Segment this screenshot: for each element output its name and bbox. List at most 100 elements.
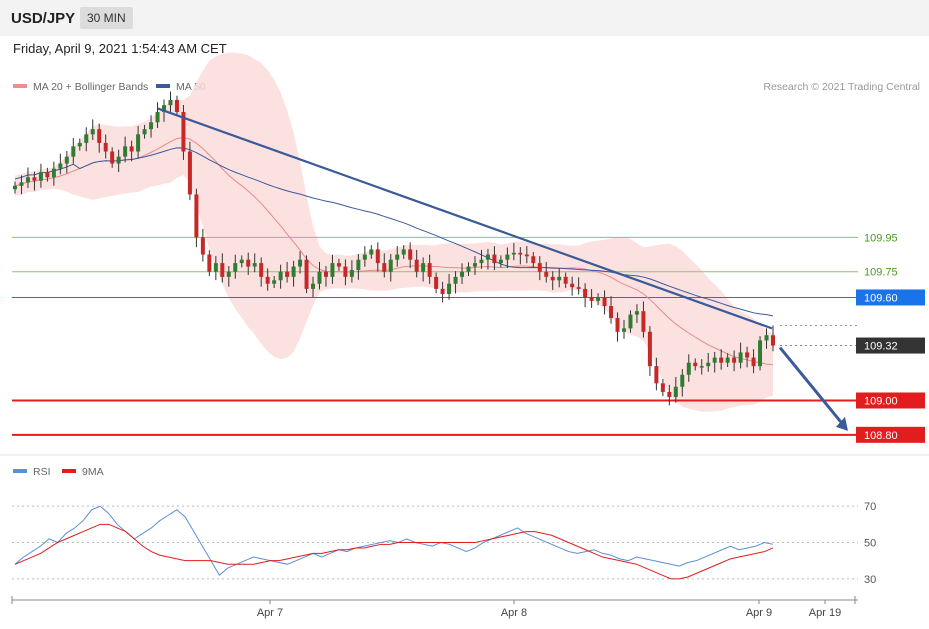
candle-body [110, 151, 115, 164]
candle-body [557, 276, 562, 281]
candle-body [421, 263, 426, 272]
candle-body [388, 259, 393, 272]
candle-body [291, 266, 296, 277]
rsi-tick-label: 50 [864, 538, 876, 550]
candles-group [13, 91, 775, 406]
candle-body [45, 172, 50, 178]
candle-body [259, 263, 264, 277]
legend-swatch [156, 84, 170, 88]
candle-body [285, 271, 290, 277]
candle-body [440, 288, 445, 295]
candle-body [751, 357, 756, 367]
candle-body [583, 288, 588, 298]
rsi-legend-label: RSI [33, 466, 51, 478]
candle-body [511, 252, 516, 255]
candle-body [434, 276, 439, 289]
candle-body [330, 263, 335, 277]
level-label: 109.95 [864, 232, 898, 244]
level-label-box [856, 426, 925, 443]
candle-body [123, 146, 128, 157]
level-label: 108.80 [864, 430, 898, 442]
level-label-box [856, 392, 925, 409]
candle-body [356, 259, 361, 270]
candle-body [149, 122, 154, 130]
candle-body [602, 297, 607, 307]
forecast-arrow-head [836, 416, 848, 431]
candle-body [745, 352, 750, 358]
candle-body [323, 271, 328, 277]
candle-body [382, 263, 387, 272]
candle-body [317, 271, 322, 284]
candle-body [58, 163, 63, 169]
candle-body [414, 259, 419, 272]
candle-body [485, 254, 490, 260]
candle-body [304, 259, 309, 289]
candle-body [349, 269, 354, 277]
candle-body [168, 100, 173, 106]
symbol-title: USD/JPY [11, 10, 76, 27]
candle-body [660, 383, 665, 392]
candle-body [272, 280, 277, 284]
candle-body [25, 177, 30, 183]
candle-body [32, 177, 37, 181]
candle-body [207, 254, 212, 272]
candle-body [498, 259, 503, 264]
candle-body [447, 283, 452, 295]
rsi-tick-label: 70 [864, 501, 876, 513]
candle-body [466, 266, 471, 272]
rsi-legend-swatch [62, 469, 76, 473]
candle-body [200, 237, 205, 255]
candle-body [615, 318, 620, 332]
candle-body [97, 129, 102, 143]
candle-body [103, 142, 108, 152]
candle-body [246, 259, 251, 267]
bollinger-band [15, 52, 773, 412]
level-label: 109.00 [864, 395, 898, 407]
timeframe-button[interactable]: 30 MIN [80, 7, 133, 29]
level-label: 109.60 [864, 292, 898, 304]
candle-body [395, 254, 400, 260]
candle-body [77, 142, 82, 147]
candle-body [174, 100, 179, 113]
candle-body [472, 263, 477, 267]
header-bar: USD/JPY 30 MIN [0, 0, 929, 36]
candle-body [162, 105, 167, 113]
candle-body [732, 357, 737, 363]
candle-body [311, 283, 316, 289]
candle-body [233, 263, 238, 272]
rsi-legend-label: 9MA [82, 466, 104, 478]
candle-body [239, 259, 244, 264]
candle-body [628, 314, 633, 329]
candle-body [336, 263, 341, 267]
attribution-text: Research © 2021 Trading Central [763, 81, 920, 93]
candle-body [550, 276, 555, 281]
ma20-line [14, 137, 774, 366]
candle-body [369, 249, 374, 255]
candle-body [155, 112, 160, 123]
candle-body [505, 254, 510, 260]
rsi-line [14, 505, 774, 576]
candle-body [764, 335, 769, 341]
candle-body [699, 366, 704, 368]
candle-body [84, 134, 89, 143]
candle-body [654, 366, 659, 384]
candle-body [693, 362, 698, 367]
candle-body [116, 156, 121, 164]
candle-body [51, 168, 56, 178]
candle-body [673, 386, 678, 398]
candle-body [686, 362, 691, 375]
x-tick-label: Apr 9 [746, 607, 772, 619]
candle-body [596, 297, 601, 301]
rsi-legend-swatch [13, 469, 27, 473]
ma50-line [14, 147, 774, 317]
candle-body [278, 271, 283, 281]
candle-body [712, 357, 717, 363]
candle-body [226, 271, 231, 277]
candle-body [427, 263, 432, 277]
x-tick-label: Apr 8 [501, 607, 527, 619]
candle-body [460, 271, 465, 277]
legend-swatch [13, 84, 27, 88]
candle-body [518, 252, 523, 255]
candle-body [758, 340, 763, 367]
